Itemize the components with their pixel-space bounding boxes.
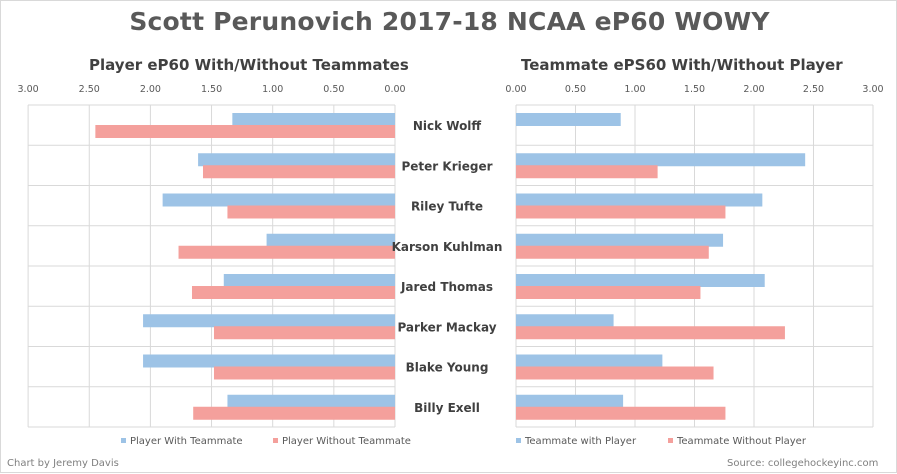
- right-tick-label: 3.00: [862, 84, 883, 95]
- left-bar-without: [202, 165, 395, 179]
- right-bar-with: [516, 274, 765, 287]
- category-label: Blake Young: [406, 361, 489, 375]
- left-bar-with: [227, 394, 395, 408]
- left-bar-with: [198, 153, 395, 167]
- right-bar-with: [516, 193, 763, 207]
- left-bar-with: [143, 354, 395, 368]
- left-bar-with: [143, 314, 395, 328]
- right-bar-with: [516, 153, 806, 167]
- right-bar-with: [516, 394, 624, 408]
- right-tick-label: 1.00: [624, 84, 645, 95]
- category-label: Jared Thomas: [400, 280, 493, 294]
- left-tick-label: 0.50: [323, 84, 344, 95]
- left-bar-without: [95, 125, 396, 138]
- right-bar-without: [516, 165, 658, 179]
- category-label: Nick Wolff: [413, 119, 482, 133]
- left-legend-label: Player Without Teammate: [282, 436, 411, 447]
- right-tick-label: 0.00: [505, 84, 526, 95]
- right-bar-without: [516, 366, 714, 380]
- left-tick-label: 1.00: [262, 84, 283, 95]
- chart-credit: Chart by Jeremy Davis: [7, 458, 119, 469]
- category-label: Parker Mackay: [397, 320, 496, 334]
- right-bar-without: [516, 406, 726, 420]
- left-bar-with: [266, 233, 395, 247]
- category-label: Billy Exell: [414, 401, 480, 415]
- right-bar-with: [516, 314, 614, 328]
- chart-source: Source: collegehockeyinc.com: [727, 458, 879, 469]
- right-tick-label: 1.50: [684, 84, 705, 95]
- left-tick-label: 0.00: [384, 84, 405, 95]
- left-legend-swatch: [273, 438, 278, 443]
- left-bar-without: [193, 406, 395, 420]
- right-tick-label: 2.50: [803, 84, 824, 95]
- left-bar-without: [178, 245, 395, 259]
- left-legend-label: Player With Teammate: [130, 436, 243, 447]
- right-bar-without: [516, 245, 709, 259]
- category-label: Karson Kuhlman: [392, 240, 503, 254]
- right-legend-swatch: [516, 438, 521, 443]
- left-bar-with: [223, 274, 395, 287]
- left-tick-label: 1.50: [201, 84, 222, 95]
- right-bar-without: [516, 326, 785, 340]
- right-bar-with: [516, 233, 724, 247]
- left-tick-label: 2.50: [79, 84, 100, 95]
- left-bar-without: [191, 286, 395, 299]
- left-bar-with: [232, 113, 395, 126]
- category-label: Riley Tufte: [411, 200, 483, 214]
- right-bar-with: [516, 113, 621, 126]
- left-tick-label: 3.00: [18, 84, 39, 95]
- category-label: Peter Krieger: [401, 159, 492, 173]
- right-bar-without: [516, 205, 726, 219]
- right-bar-without: [516, 286, 701, 299]
- right-panel-title: Teammate ePS60 With/Without Player: [521, 56, 843, 74]
- left-bar-with: [162, 193, 395, 207]
- left-legend-swatch: [121, 438, 126, 443]
- left-bar-without: [213, 366, 395, 380]
- right-tick-label: 2.00: [743, 84, 764, 95]
- left-bar-without: [227, 205, 395, 219]
- right-legend-label: Teammate with Player: [524, 436, 637, 447]
- right-bar-with: [516, 354, 663, 368]
- right-legend-label: Teammate Without Player: [676, 436, 807, 447]
- left-tick-label: 2.00: [140, 84, 161, 95]
- right-legend-swatch: [668, 438, 673, 443]
- left-panel-title: Player eP60 With/Without Teammates: [89, 56, 409, 74]
- chart-title: Scott Perunovich 2017-18 NCAA eP60 WOWY: [129, 7, 770, 36]
- left-bar-without: [213, 326, 395, 340]
- right-tick-label: 0.50: [565, 84, 586, 95]
